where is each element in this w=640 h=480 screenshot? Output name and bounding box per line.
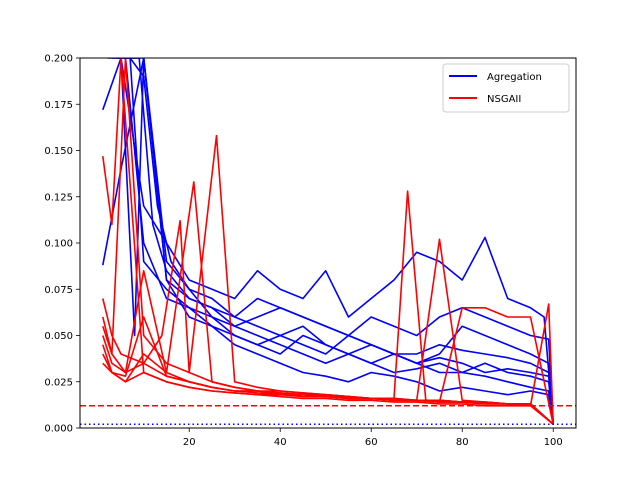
y-tick-label: 0.050 [44, 331, 73, 342]
y-tick-label: 0.125 [44, 192, 73, 203]
series-line-nsgaii-11 [102, 181, 554, 425]
series-line-agregation-7 [129, 58, 554, 425]
legend: Agregation NSGAII [442, 63, 570, 113]
x-tick-label: 20 [183, 437, 196, 448]
y-tick-label: 0.175 [44, 100, 73, 111]
y-tick-label: 0.025 [44, 377, 73, 388]
y-tick-label: 0.150 [44, 146, 73, 157]
legend-label-0: Agregation [487, 72, 542, 83]
series-line-agregation-6 [125, 58, 554, 425]
x-tick-label: 100 [544, 437, 563, 448]
series-line-nsgaii-14 [102, 306, 554, 425]
plot-frame [79, 57, 577, 429]
series-line-nsgaii-15 [102, 220, 554, 425]
x-tick-label: 80 [456, 437, 469, 448]
legend-label-1: NSGAII [487, 94, 521, 105]
series-line-agregation-2 [107, 58, 554, 425]
y-tick-label: 0.075 [44, 285, 73, 296]
y-tick-label: 0.100 [44, 239, 73, 250]
y-axis: 0.000 0.025 0.050 0.075 0.100 0.125 0.150 0.175… [44, 54, 80, 435]
x-tick-label: 60 [365, 437, 378, 448]
reference-lines [80, 405, 576, 426]
y-tick-label: 0.200 [44, 54, 73, 65]
x-axis: 20 40 60 80 100 [183, 428, 563, 448]
series-layer [102, 58, 554, 425]
x-tick-label: 40 [274, 437, 287, 448]
y-tick-label: 0.000 [44, 424, 73, 435]
series-line-agregation-3 [111, 58, 554, 425]
